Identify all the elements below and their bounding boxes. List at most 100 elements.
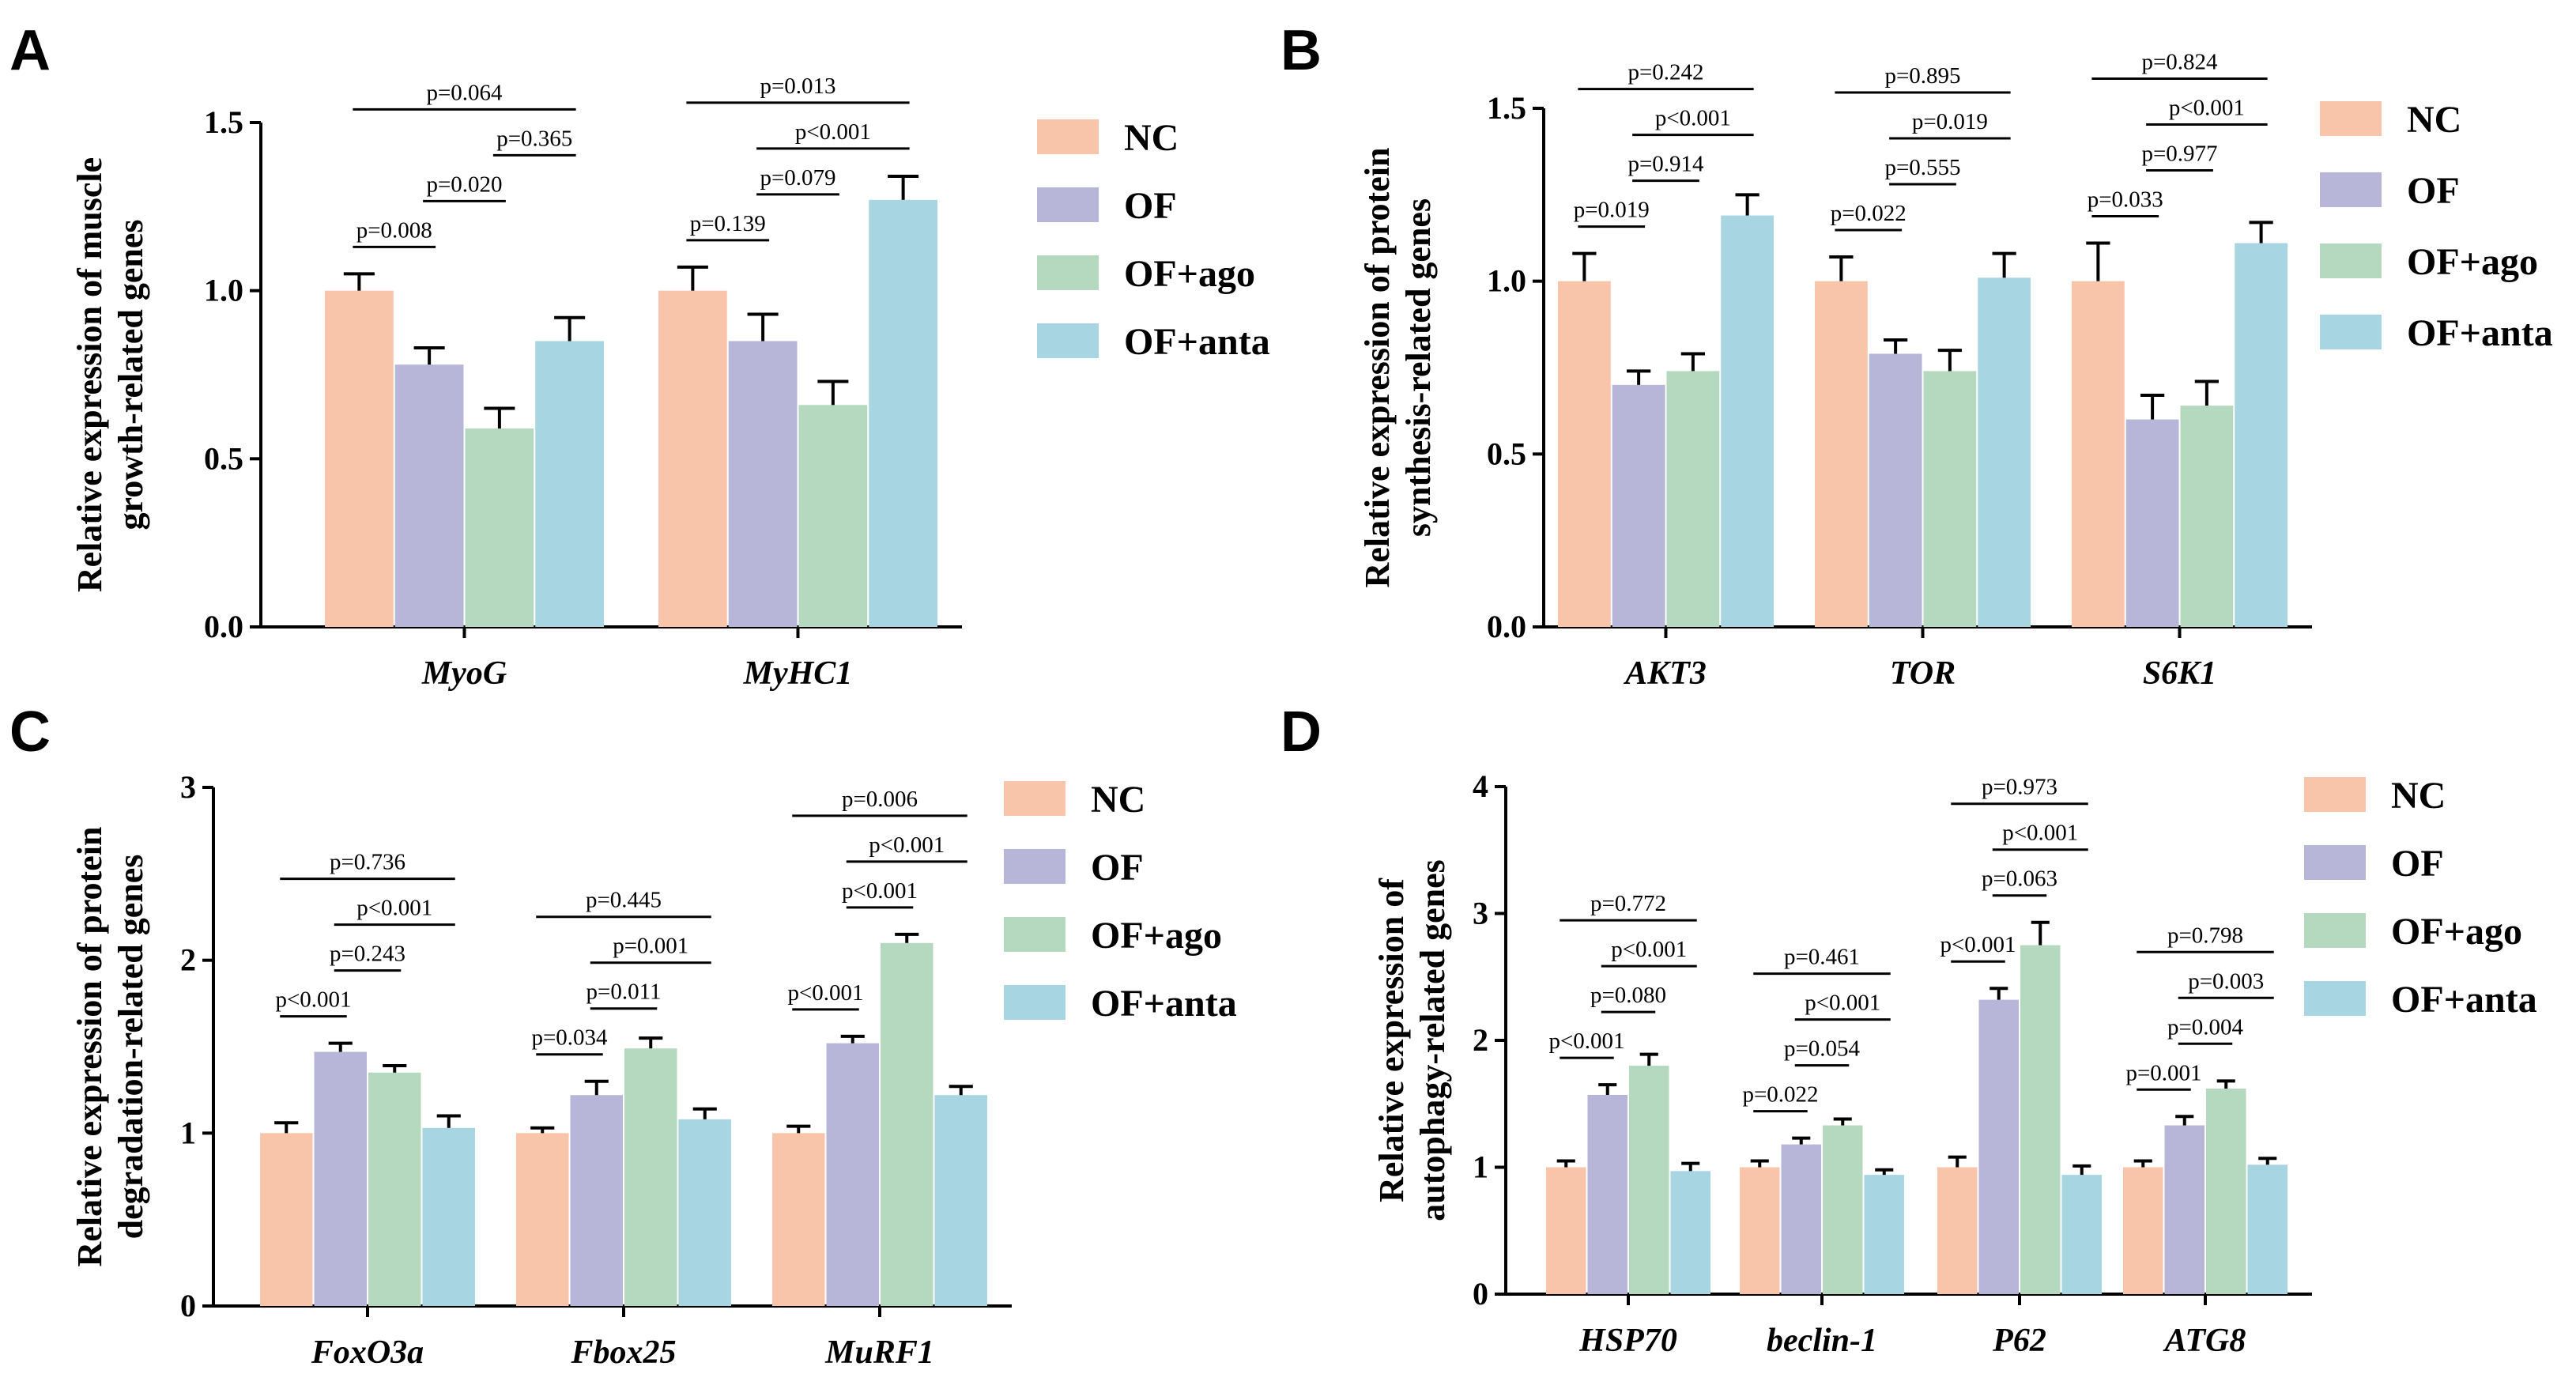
p-value-label: p=0.003 xyxy=(2188,968,2264,994)
p-value-label: p<0.001 xyxy=(869,832,945,858)
bar xyxy=(570,1095,623,1306)
p-value-label: p=0.365 xyxy=(496,126,572,151)
p-value-label: p=0.079 xyxy=(760,165,835,191)
legend-label: NC xyxy=(2391,775,2446,817)
category-label: TOR xyxy=(1890,655,1956,692)
p-value-label: p<0.001 xyxy=(1655,106,1731,131)
bar xyxy=(1558,281,1611,627)
p-value-label: p=0.013 xyxy=(760,74,835,99)
legend-swatch xyxy=(1004,781,1065,816)
bar xyxy=(1666,371,1720,627)
p-value-label: p=0.973 xyxy=(1982,775,2057,800)
legend-label: OF xyxy=(2407,170,2460,212)
p-value-label: p=0.001 xyxy=(2125,1060,2201,1085)
y-axis-label-line: Relative expression of protein xyxy=(70,827,109,1267)
legend-swatch xyxy=(2304,981,2366,1016)
y-tick-label: 0 xyxy=(180,1288,196,1323)
p-value-label: p=0.242 xyxy=(1627,60,1703,85)
bar xyxy=(314,1051,367,1306)
bar xyxy=(1864,1175,1904,1294)
legend-label: NC xyxy=(1124,117,1179,159)
p-value-label: p=0.977 xyxy=(2141,142,2217,167)
y-tick-label: 1.5 xyxy=(204,104,243,140)
y-tick-label: 2 xyxy=(1473,1022,1488,1058)
p-value-label: p=0.004 xyxy=(2167,1014,2244,1040)
panel-letter: C xyxy=(9,700,51,764)
panel-D: D Relative expression ofautophagy-related… xyxy=(1280,700,2537,1359)
p-value-label: p<0.001 xyxy=(2002,821,2078,846)
p-value-label: p=0.054 xyxy=(1784,1036,1861,1062)
bar xyxy=(2020,945,2061,1294)
bar xyxy=(934,1095,987,1306)
bar xyxy=(1823,1125,1863,1294)
bar xyxy=(2123,1167,2163,1294)
p-value-label: p<0.001 xyxy=(842,878,918,904)
bar xyxy=(2247,1164,2287,1294)
bar xyxy=(2206,1088,2246,1294)
category-label: Fbox25 xyxy=(570,1334,676,1371)
bar xyxy=(1815,281,1868,627)
panel-A: A Relative expression of musclegrowth-rel… xyxy=(9,19,1270,692)
p-value-label: p=0.555 xyxy=(1884,155,1960,180)
legend-swatch xyxy=(2320,101,2382,136)
legend-swatch xyxy=(1037,255,1099,290)
bar xyxy=(624,1048,677,1306)
legend-swatch xyxy=(1004,985,1065,1020)
legend-label: OF+ago xyxy=(1124,253,1255,295)
p-value-label: p=0.080 xyxy=(1590,983,1666,1008)
bar xyxy=(1923,371,1977,627)
bar xyxy=(1978,999,2019,1294)
bar xyxy=(1612,384,1665,627)
bar xyxy=(325,290,394,627)
category-label: ATG8 xyxy=(2163,1323,2246,1359)
bar xyxy=(798,405,868,627)
y-tick-label: 1.0 xyxy=(204,273,243,308)
category-label: MyoG xyxy=(421,655,507,692)
bar xyxy=(1937,1167,1978,1294)
y-tick-label: 0 xyxy=(1473,1276,1488,1312)
p-value-label: p=0.139 xyxy=(690,211,766,236)
p-value-label: p<0.001 xyxy=(356,896,432,921)
bar xyxy=(1546,1167,1586,1294)
y-axis-label: Relative expression ofautophagy-related … xyxy=(1372,859,1452,1221)
y-axis-label-line: growth-related genes xyxy=(111,219,150,530)
legend-label: OF+anta xyxy=(2407,312,2553,354)
p-value-label: p=0.019 xyxy=(1912,109,1988,134)
y-axis-label-line: Relative expression of muscle xyxy=(70,157,109,592)
panel-letter: A xyxy=(9,19,51,82)
y-axis-label-line: Relative expression of xyxy=(1372,878,1411,1202)
legend-label: OF+ago xyxy=(2391,911,2522,953)
y-axis-label-line: autophagy-related genes xyxy=(1413,859,1452,1221)
p-value-label: p<0.001 xyxy=(1805,991,1880,1016)
y-tick-label: 1.5 xyxy=(1487,90,1526,126)
y-tick-label: 1 xyxy=(180,1115,196,1150)
legend-swatch xyxy=(1004,917,1065,952)
bar xyxy=(1740,1167,1780,1294)
p-value-label: p<0.001 xyxy=(1548,1029,1624,1054)
category-label: P62 xyxy=(1992,1323,2046,1359)
legend-label: NC xyxy=(1091,779,1145,821)
y-tick-label: 1 xyxy=(1473,1149,1488,1185)
p-value-label: p<0.001 xyxy=(787,980,863,1006)
y-tick-label: 0.5 xyxy=(1487,436,1526,471)
y-axis-label-line: synthesis-related genes xyxy=(1399,198,1438,537)
legend-swatch xyxy=(2320,315,2382,349)
panel-C: C Relative expression of proteindegradati… xyxy=(9,700,1237,1371)
p-value-label: p=0.001 xyxy=(613,934,688,959)
bar xyxy=(678,1119,731,1306)
bar xyxy=(368,1072,421,1306)
bar xyxy=(881,942,933,1306)
bar xyxy=(1781,1144,1821,1294)
legend-label: OF+anta xyxy=(1091,983,1237,1025)
legend-label: OF xyxy=(1124,185,1177,227)
category-label: MuRF1 xyxy=(824,1334,934,1371)
legend-label: OF xyxy=(2391,843,2444,885)
p-value-label: p<0.001 xyxy=(795,119,871,145)
y-tick-label: 0.0 xyxy=(1487,609,1526,644)
y-axis-label-line: degradation-related genes xyxy=(111,855,150,1240)
p-value-label: p=0.243 xyxy=(330,942,405,967)
bar xyxy=(1629,1066,1669,1294)
category-label: AKT3 xyxy=(1623,655,1707,692)
panel-letter: D xyxy=(1280,700,1322,764)
